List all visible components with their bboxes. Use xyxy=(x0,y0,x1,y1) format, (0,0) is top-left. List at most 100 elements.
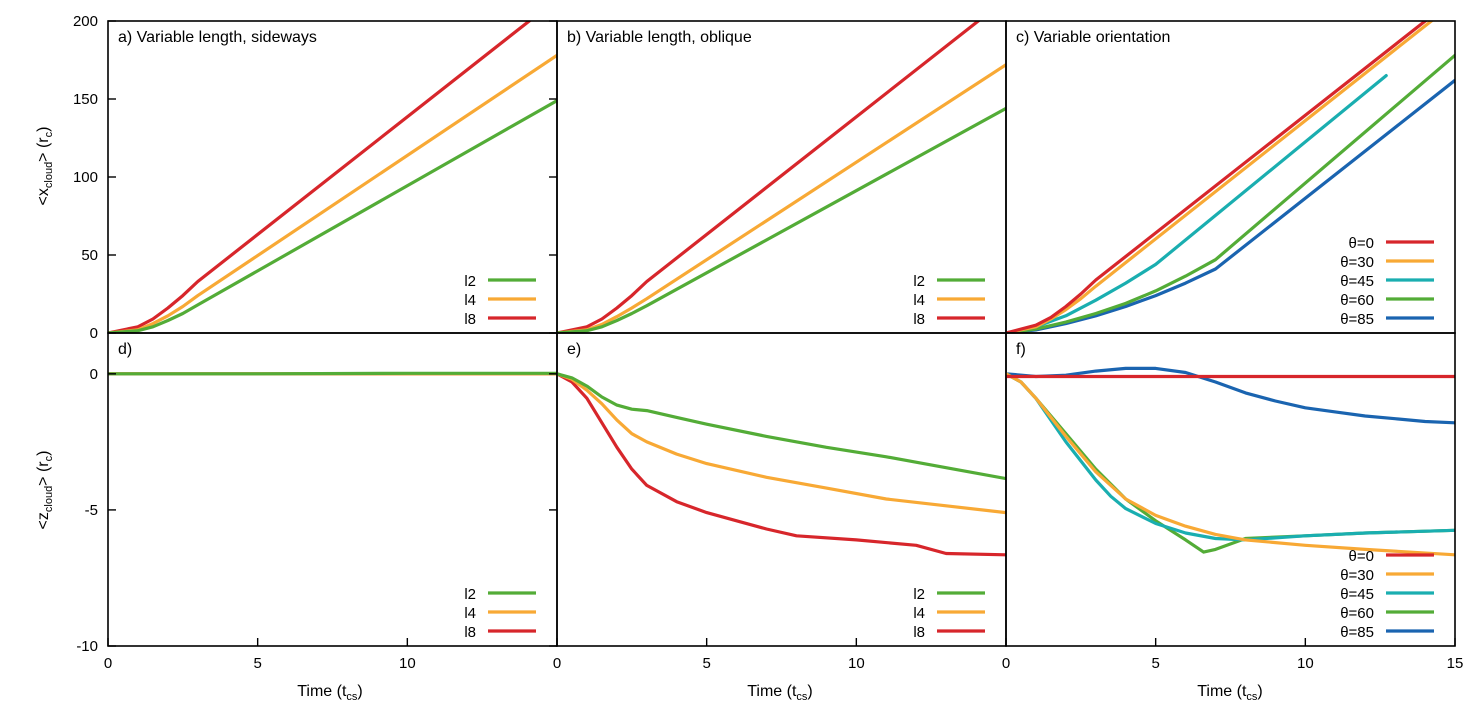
ylabel-top-sub2: c xyxy=(43,131,55,137)
ytick-label: -10 xyxy=(76,638,98,655)
legend-label-b: l2 xyxy=(913,273,925,290)
legend-label-d: l2 xyxy=(464,586,476,603)
panel-a: a) Variable length, sideways 0 50 100 150 200… xyxy=(73,13,558,342)
series-line-c-4 xyxy=(1006,21,1428,333)
ylabel-top: <xcloud> (rc) xyxy=(35,127,55,206)
xtick-label: 5 xyxy=(253,655,261,672)
ytick-label: 150 xyxy=(73,91,98,108)
series-line-a-0 xyxy=(108,21,532,333)
panel-title-f: f) xyxy=(1016,341,1026,358)
xlabel-d-end: ) xyxy=(357,683,362,700)
series-line-b-0 xyxy=(557,21,981,333)
series-line-f-2 xyxy=(1006,372,1455,542)
legend-label-c: θ=30 xyxy=(1340,254,1374,271)
xtick-label: 10 xyxy=(848,655,865,672)
ylabel-bottom-mid: > (r xyxy=(35,461,52,486)
series-line-a-1 xyxy=(108,53,557,333)
panel-f: f) 0 5 10 15 θ=0 θ=30 θ=45 θ=60 θ=85 xyxy=(1002,332,1464,672)
xtick-label: 10 xyxy=(399,655,416,672)
panel-title-e: e) xyxy=(567,341,581,358)
xlabel-e-end: ) xyxy=(807,683,812,700)
series-group-d xyxy=(108,371,557,376)
legend-label-f: θ=0 xyxy=(1349,548,1374,565)
xlabel-d-sub: cs xyxy=(346,691,358,703)
panel-title-d: d) xyxy=(118,341,132,358)
xtick-label: 0 xyxy=(1002,655,1010,672)
plot-frame-e xyxy=(556,332,1007,647)
panel-title-b: b) Variable length, oblique xyxy=(567,29,752,46)
ytick-label: 50 xyxy=(81,247,98,264)
legend-label-e: l2 xyxy=(913,586,925,603)
panel-c: c) Variable orientation θ=0 θ=30 θ=45 θ=60 θ=… xyxy=(1005,20,1456,334)
legend-label-b: l8 xyxy=(913,311,925,328)
legend-label-e: l4 xyxy=(913,605,925,622)
series-group-f xyxy=(1006,366,1455,557)
xtick-label: 0 xyxy=(553,655,561,672)
ylabel-bottom-sub2: c xyxy=(43,455,55,461)
legend-label-c: θ=0 xyxy=(1349,235,1374,252)
series-group-c xyxy=(1006,21,1455,333)
legend-label-c: θ=60 xyxy=(1340,292,1374,309)
series-line-e-2 xyxy=(557,372,1006,481)
plot-frame-c xyxy=(1005,20,1456,334)
panel-e: e) 0 5 10 l2 l4 l8 xyxy=(553,332,1007,672)
series-line-e-1 xyxy=(557,372,1006,515)
series-line-b-1 xyxy=(557,63,1006,333)
xlabel-f-main: Time (t xyxy=(1197,683,1247,700)
series-line-d-2 xyxy=(108,371,557,376)
series-line-b-2 xyxy=(557,106,1006,333)
legend-label-a: l4 xyxy=(464,292,476,309)
ytick-label: 200 xyxy=(73,13,98,30)
ylabel-top-sub: cloud xyxy=(43,162,55,188)
ytick-label: -5 xyxy=(85,502,98,519)
legend-label-c: θ=85 xyxy=(1340,311,1374,328)
panel-title-a: a) Variable length, sideways xyxy=(118,29,317,46)
xlabel-f: Time (tcs) xyxy=(1197,683,1263,703)
legend-label-b: l4 xyxy=(913,292,925,309)
ytick-label: 100 xyxy=(73,169,98,186)
legend-label-f: θ=45 xyxy=(1340,586,1374,603)
xlabel-d: Time (tcs) xyxy=(297,683,363,703)
ylabel-bottom-end: ) xyxy=(35,451,52,456)
series-line-f-1 xyxy=(1006,372,1455,554)
series-line-c-1 xyxy=(1006,53,1455,333)
series-group-a xyxy=(108,21,557,333)
xtick-label: 15 xyxy=(1447,655,1464,672)
legend-label-c: θ=45 xyxy=(1340,273,1374,290)
plot-frame-d xyxy=(107,332,558,647)
series-group-e xyxy=(557,372,1006,557)
ylabel-top-end: ) xyxy=(35,127,52,132)
panel-b: b) Variable length, oblique l2 l4 l8 xyxy=(556,20,1007,334)
series-line-f-0 xyxy=(1006,366,1455,425)
legend-label-f: θ=60 xyxy=(1340,605,1374,622)
plots-layer: a) Variable length, sideways050100150200… xyxy=(73,13,1464,672)
ytick-label: 0 xyxy=(90,366,98,383)
ylabel-top-mid: > (r xyxy=(35,137,52,162)
panel-d: d) -10 -5 0 0 5 10 l2 l4 l8 xyxy=(76,332,558,672)
ylabel-bottom-sub: cloud xyxy=(43,486,55,512)
xtick-label: 5 xyxy=(702,655,710,672)
panel-title-c: c) Variable orientation xyxy=(1016,29,1170,46)
xtick-label: 10 xyxy=(1297,655,1314,672)
series-line-f-3 xyxy=(1006,372,1455,557)
xlabel-e-main: Time (t xyxy=(747,683,797,700)
legend-label-d: l8 xyxy=(464,624,476,641)
series-line-e-0 xyxy=(557,372,1006,557)
xtick-label: 5 xyxy=(1151,655,1159,672)
ylabel-top-main: <x xyxy=(35,188,52,205)
legend-label-f: θ=85 xyxy=(1340,624,1374,641)
series-line-c-0 xyxy=(1006,78,1455,333)
xlabel-f-end: ) xyxy=(1257,683,1262,700)
series-line-c-2 xyxy=(1006,73,1388,333)
legend-label-d: l4 xyxy=(464,605,476,622)
xlabel-e-sub: cs xyxy=(796,691,808,703)
xlabel-d-main: Time (t xyxy=(297,683,347,700)
legend-label-f: θ=30 xyxy=(1340,567,1374,584)
legend-label-a: l2 xyxy=(464,273,476,290)
ylabel-bottom: <zcloud> (rc) xyxy=(35,451,55,530)
legend-label-e: l8 xyxy=(913,624,925,641)
ytick-label: 0 xyxy=(90,325,98,342)
ylabel-bottom-main: <z xyxy=(35,512,52,529)
xtick-label: 0 xyxy=(104,655,112,672)
